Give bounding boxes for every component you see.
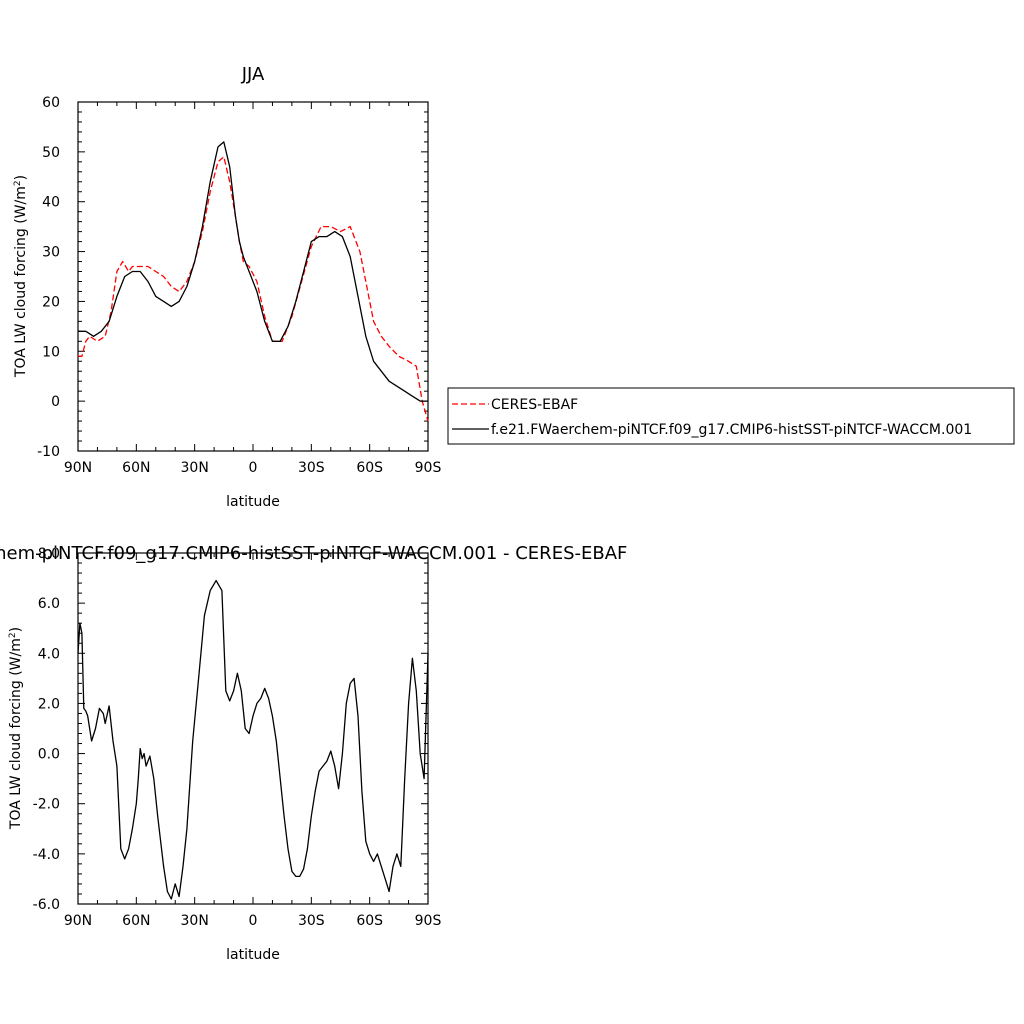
x-tick-label: 60S <box>356 460 383 476</box>
bottom-series-lines <box>77 579 429 900</box>
top-series-lines <box>78 141 429 422</box>
x-tick-label: 0 <box>249 460 258 476</box>
x-tick-label: 60N <box>122 460 150 476</box>
bottom-plot-frame <box>77 552 429 905</box>
top-plot-frame <box>77 101 429 452</box>
x-tick-label: 0 <box>249 913 258 929</box>
x-tick-label: 90N <box>64 460 92 476</box>
y-tick-label: -2.0 <box>33 797 60 813</box>
x-tick-label: 60S <box>356 913 383 929</box>
series-line-1 <box>78 141 428 402</box>
y-tick-label: -4.0 <box>33 847 60 863</box>
x-tick-label: 30S <box>298 913 325 929</box>
legend-label-model: f.e21.FWaerchem-piNTCF.f09_g17.CMIP6-his… <box>491 422 972 438</box>
x-tick-label: 90S <box>415 460 442 476</box>
top-y-axis-label: TOA LW cloud forcing (W/m2) <box>13 175 29 378</box>
legend-box <box>447 387 1015 445</box>
x-tick-label: 90N <box>64 913 92 929</box>
y-tick-label: -10 <box>37 444 60 460</box>
y-tick-label: 20 <box>42 294 60 310</box>
x-tick-label: 60N <box>122 913 150 929</box>
top-chart-title: JJA <box>241 64 265 85</box>
y-tick-label: 2.0 <box>38 696 60 712</box>
bottom-x-axis-label: latitude <box>226 947 280 963</box>
legend-label-ceres: CERES-EBAF <box>491 397 578 413</box>
series-line-0 <box>78 156 429 422</box>
bottom-axis-ticks: 90N 60N 30N 0 30S 60S 90S -6.0 -4.0 -2.0 0.0 2.0 4.0… <box>33 546 442 929</box>
y-tick-label: 10 <box>42 344 60 360</box>
top-x-axis-label: latitude <box>226 494 280 510</box>
x-tick-label: 30N <box>181 913 209 929</box>
y-tick-label: 40 <box>42 195 60 211</box>
top-chart: JJA 90N 60N 30N 0 30S 60S 90S-100102030405060 … <box>13 64 441 510</box>
y-tick-label: 8.0 <box>38 546 60 562</box>
x-tick-label: 90S <box>415 913 442 929</box>
y-tick-label: 4.0 <box>38 646 60 662</box>
x-tick-label: 30S <box>298 460 325 476</box>
top-axis-ticks: 90N 60N 30N 0 30S 60S 90S -10 0 10 20 30 40 50 60 <box>37 95 441 476</box>
y-tick-label: 60 <box>42 95 60 111</box>
y-tick-label: 0 <box>51 394 60 410</box>
legend: CERES-EBAF f.e21.FWaerchem-piNTCF.f09_g1… <box>447 387 1015 445</box>
bottom-y-axis-label: TOA LW cloud forcing (W/m2) <box>8 627 24 830</box>
y-tick-label: 30 <box>42 245 60 261</box>
y-tick-label: 50 <box>42 145 60 161</box>
y-tick-label: 0.0 <box>38 747 60 763</box>
x-tick-label: 30N <box>181 460 209 476</box>
y-tick-label: -6.0 <box>33 897 60 913</box>
series-line-0 <box>77 579 429 900</box>
bottom-chart: f.e21.FWaerchem-piNTCF.f09_g17.CMIP6-his… <box>0 543 627 963</box>
y-tick-label: 6.0 <box>38 596 60 612</box>
